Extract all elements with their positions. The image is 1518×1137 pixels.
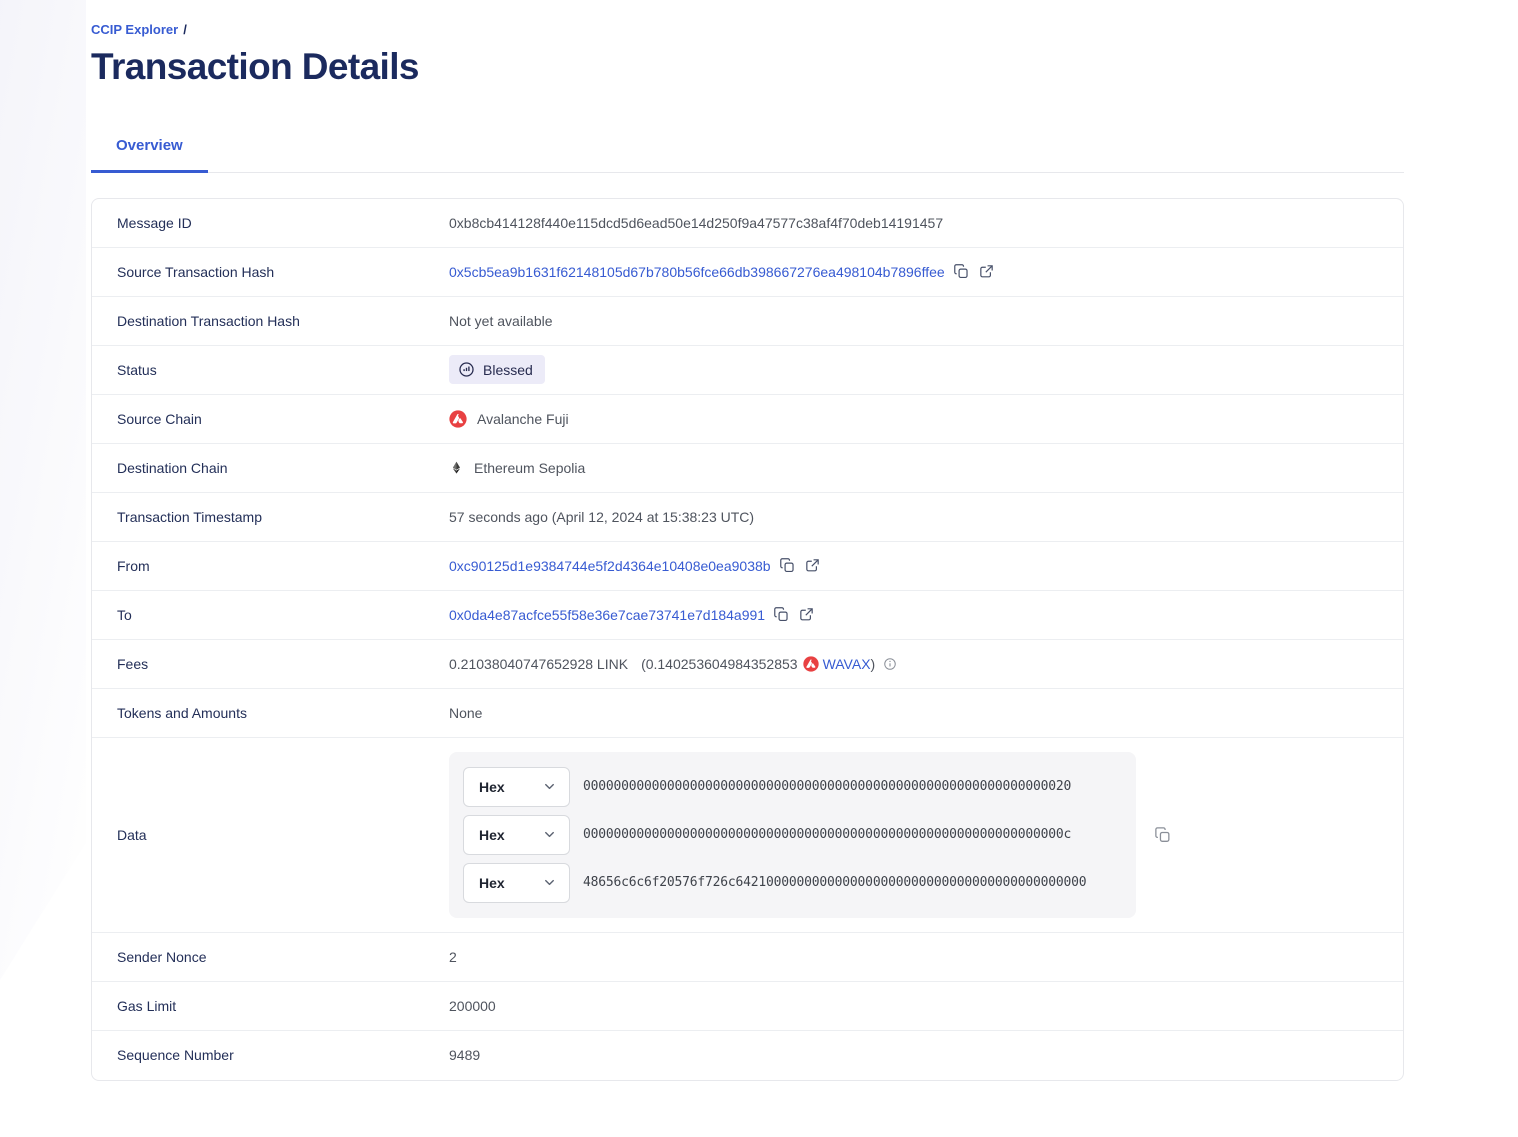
source-chain-name: Avalanche Fuji xyxy=(477,410,569,427)
to-copy-button[interactable] xyxy=(773,606,790,623)
row-tokens-and-amounts: Tokens and Amounts None xyxy=(92,689,1403,738)
timestamp-value: 57 seconds ago (April 12, 2024 at 15:38:… xyxy=(449,508,755,525)
tab-bar: Overview xyxy=(91,137,1404,173)
from-address-link[interactable]: 0xc90125d1e9384744e5f2d4364e10408e0ea903… xyxy=(449,557,771,574)
breadcrumb-separator: / xyxy=(183,22,187,37)
data-hex-panel: Hex 000000000000000000000000000000000000… xyxy=(449,751,1136,918)
ethereum-logo-icon xyxy=(453,461,460,474)
to-address-link[interactable]: 0x0da4e87acfce55f58e36e7cae73741e7d184a9… xyxy=(449,606,766,623)
row-sender-nonce: Sender Nonce 2 xyxy=(92,933,1403,982)
page-title: Transaction Details xyxy=(91,46,419,87)
tokens-and-amounts-label: Tokens and Amounts xyxy=(117,704,247,721)
external-link-icon xyxy=(805,559,819,572)
fees-token: WAVAX xyxy=(802,655,871,672)
row-status: Status Blessed xyxy=(92,346,1403,395)
copy-icon xyxy=(1155,826,1170,842)
row-source-chain: Source Chain Avalanche Fuji xyxy=(92,395,1403,444)
row-source-transaction-hash: Source Transaction Hash 0x5cb5ea9b1631f6… xyxy=(92,248,1403,297)
data-format-select-1[interactable]: Hex xyxy=(463,766,570,807)
fees-label: Fees xyxy=(117,655,149,672)
from-label: From xyxy=(117,557,150,574)
fees-close-paren: ) xyxy=(870,655,876,672)
data-format-select-3[interactable]: Hex xyxy=(463,862,570,903)
data-hex-line-2: 0000000000000000000000000000000000000000… xyxy=(583,827,1072,843)
sequence-number-value: 9489 xyxy=(449,1047,481,1064)
destination-tx-hash-value: Not yet available xyxy=(449,312,553,329)
wavax-token-link[interactable]: WAVAX xyxy=(822,655,871,672)
destination-chain-label: Destination Chain xyxy=(117,459,228,476)
to-external-link-button[interactable] xyxy=(798,606,815,623)
row-destination-transaction-hash: Destination Transaction Hash Not yet ava… xyxy=(92,297,1403,346)
row-destination-chain: Destination Chain Ethereum Sepolia xyxy=(92,444,1403,493)
source-tx-hash-link[interactable]: 0x5cb5ea9b1631f62148105d67b780b56fce66db… xyxy=(449,263,945,280)
chevron-down-icon xyxy=(542,779,557,794)
status-badge: Blessed xyxy=(449,355,545,385)
fees-value: 0.21038040747652928 LINK (0.140253604984… xyxy=(449,656,897,672)
destination-chain-name: Ethereum Sepolia xyxy=(474,459,586,476)
message-id-label: Message ID xyxy=(117,214,192,231)
from-external-link-button[interactable] xyxy=(804,557,821,574)
row-message-id: Message ID 0xb8cb414128f440e115dcd5d6ead… xyxy=(92,199,1403,248)
data-copy-button[interactable] xyxy=(1154,826,1172,844)
sender-nonce-label: Sender Nonce xyxy=(117,948,207,965)
transaction-details-table: Message ID 0xb8cb414128f440e115dcd5d6ead… xyxy=(91,197,1404,1081)
external-link-icon xyxy=(979,265,993,278)
from-copy-button[interactable] xyxy=(779,557,796,574)
chevron-down-icon xyxy=(542,827,557,842)
sequence-number-label: Sequence Number xyxy=(117,1047,234,1064)
chevron-down-icon xyxy=(542,875,557,890)
source-tx-hash-label: Source Transaction Hash xyxy=(117,263,275,280)
gas-limit-label: Gas Limit xyxy=(117,997,177,1014)
destination-chain-value: Ethereum Sepolia xyxy=(449,459,585,476)
row-data: Data Hex 0000000000000000000000000000000… xyxy=(92,738,1403,933)
row-from: From 0xc90125d1e9384744e5f2d4364e10408e0… xyxy=(92,542,1403,591)
data-label: Data xyxy=(117,826,147,843)
blessed-signal-icon xyxy=(459,362,474,377)
fees-info-icon[interactable] xyxy=(883,657,897,671)
data-format-select-2-value: Hex xyxy=(479,826,505,843)
to-label: To xyxy=(117,606,132,623)
data-line-1: Hex 000000000000000000000000000000000000… xyxy=(463,766,1122,807)
breadcrumb-ccip-explorer-link[interactable]: CCIP Explorer xyxy=(91,22,179,37)
copy-icon xyxy=(953,264,968,279)
fees-native-amount: (0.140253604984352853 xyxy=(641,655,798,672)
source-tx-hash-external-link-button[interactable] xyxy=(978,263,995,280)
data-format-select-3-value: Hex xyxy=(479,874,505,891)
row-to: To 0x0da4e87acfce55f58e36e7cae73741e7d18… xyxy=(92,591,1403,640)
avalanche-logo-icon xyxy=(802,655,819,672)
breadcrumb: CCIP Explorer / xyxy=(91,22,1404,37)
copy-icon xyxy=(774,607,788,622)
status-label: Status xyxy=(117,361,157,378)
fees-link-amount: 0.21038040747652928 LINK xyxy=(449,655,629,672)
status-badge-label: Blessed xyxy=(483,361,533,378)
timestamp-label: Transaction Timestamp xyxy=(117,508,262,525)
source-chain-value: Avalanche Fuji xyxy=(449,409,569,428)
main-content: CCIP Explorer / Transaction Details Overv… xyxy=(91,22,1404,1081)
destination-tx-hash-label: Destination Transaction Hash xyxy=(117,312,300,329)
data-hex-line-3: 48656c6c6f20576f726c64210000000000000000… xyxy=(583,875,1087,891)
sender-nonce-value: 2 xyxy=(449,948,457,965)
data-line-3: Hex 48656c6c6f20576f726c6421000000000000… xyxy=(463,862,1122,903)
row-fees: Fees 0.21038040747652928 LINK (0.1402536… xyxy=(92,640,1403,689)
avalanche-logo-icon xyxy=(449,409,467,428)
source-chain-label: Source Chain xyxy=(117,410,202,427)
row-sequence-number: Sequence Number 9489 xyxy=(92,1031,1403,1080)
gas-limit-value: 200000 xyxy=(449,997,496,1014)
external-link-icon xyxy=(800,608,813,621)
tokens-and-amounts-value: None xyxy=(449,704,483,721)
message-id-value: 0xb8cb414128f440e115dcd5d6ead50e14d250f9… xyxy=(449,214,944,231)
source-tx-hash-copy-button[interactable] xyxy=(953,263,970,280)
data-format-select-1-value: Hex xyxy=(479,778,505,795)
data-format-select-2[interactable]: Hex xyxy=(463,814,570,855)
row-transaction-timestamp: Transaction Timestamp 57 seconds ago (Ap… xyxy=(92,493,1403,542)
data-line-2: Hex 000000000000000000000000000000000000… xyxy=(463,814,1122,855)
tab-overview[interactable]: Overview xyxy=(91,137,208,173)
copy-icon xyxy=(779,558,794,573)
row-gas-limit: Gas Limit 200000 xyxy=(92,982,1403,1031)
data-hex-line-1: 0000000000000000000000000000000000000000… xyxy=(583,779,1072,795)
